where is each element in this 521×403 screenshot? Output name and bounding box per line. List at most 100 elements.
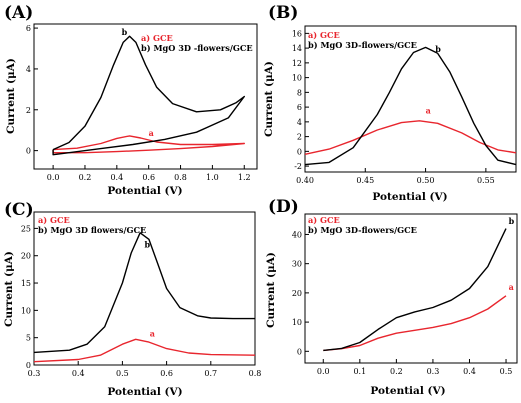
panel-d-ticks: 0.0 0.1 0.2 0.3 0.4 0.5 0 10 20 30 40 <box>292 230 513 376</box>
panel-b-y-tick-label: 4 <box>297 118 302 127</box>
panel-c-series-b-line <box>33 232 255 354</box>
panel-c-y-tick-label: 25 <box>21 224 31 233</box>
panel-a-x-tick-label: 0.2 <box>79 173 92 182</box>
panel-a-series-b-line <box>52 35 246 156</box>
panel-b-series-b-line <box>304 46 517 166</box>
panel-a-curves: ab <box>52 27 246 156</box>
panel-b-y-tick-label: 16 <box>292 29 302 38</box>
panel-b-legend-entry-a: a) GCE <box>308 30 340 40</box>
panel-a-x-tick-label: 0.6 <box>142 173 155 182</box>
panel-a-series-a-line <box>52 135 246 154</box>
panel-a-series-b-label: b <box>122 27 128 37</box>
panel-a-x-tick-label: 1.2 <box>238 173 251 182</box>
panel-b-x-axis-title: Potential (V) <box>372 191 447 203</box>
panel-a-y-tick-label: 2 <box>26 106 31 115</box>
panel-d-x-tick-label: 0.3 <box>427 367 440 376</box>
panel-b-y-tick-label: 8 <box>297 88 302 97</box>
panel-b-y-tick-label: 6 <box>297 103 302 112</box>
panel-c-x-tick-label: 0.3 <box>28 369 41 378</box>
panel-d-series-b-label: b <box>509 216 515 226</box>
panel-a-y-tick-label: 4 <box>26 65 31 74</box>
panel-c-y-axis-title: Current (μA) <box>3 251 15 327</box>
panel-b-x-tick-label: 0.50 <box>417 176 435 185</box>
panel-d-series-a-line <box>323 295 507 352</box>
panel-d-x-axis-title: Potential (V) <box>370 385 445 397</box>
panel-d-y-axis-title: Current (μA) <box>265 252 277 328</box>
panel-d-legend-entry-a: a) GCE <box>308 215 340 225</box>
panel-d-legend-entry-b: b) MgO 3D-flowers/GCE <box>308 225 417 235</box>
panel-a-y-tick-label: 6 <box>26 24 31 33</box>
panel-c-x-axis-title: Potential (V) <box>107 386 182 398</box>
panel-d-series-b-line <box>323 228 507 352</box>
panel-c-ticks: 0.3 0.4 0.5 0.6 0.7 0.8 0 5 10 15 20 25 <box>21 224 262 378</box>
panel-a-x-axis-title: Potential (V) <box>107 185 182 197</box>
panel-b-y-tick-label: 12 <box>292 59 302 68</box>
panel-a-legend-entry-b: b) MgO 3D -flowers/GCE <box>141 43 253 53</box>
panel-b-x-tick-label: 0.40 <box>296 176 314 185</box>
panel-d-y-tick-label: 0 <box>297 347 302 356</box>
panel-c-series-b-label: b <box>145 240 151 250</box>
panel-d-y-tick-label: 30 <box>292 260 302 269</box>
panel-b-y-axis-title: Current (μA) <box>263 61 275 137</box>
panel-c-y-tick-label: 15 <box>21 279 31 288</box>
panel-a-legend-entry-a: a) GCE <box>141 33 173 43</box>
panel-b-x-tick-label: 0.45 <box>356 176 374 185</box>
panel-c-x-tick-label: 0.7 <box>204 369 217 378</box>
panel-b-plot-frame <box>304 25 517 173</box>
panel-d-y-tick-label: 20 <box>292 289 302 298</box>
panel-d-x-tick-label: 0.5 <box>500 367 513 376</box>
panel-b-legend-entry-b: b) MgO 3D-flowers/GCE <box>308 40 417 50</box>
panel-c-x-tick-label: 0.8 <box>249 369 262 378</box>
panel-b-y-tick-label: 2 <box>297 133 302 142</box>
panel-b-series-a-line <box>304 120 517 155</box>
panel-d-series-a-label: a <box>509 282 514 292</box>
panel-c-y-tick-label: 0 <box>26 361 31 370</box>
panel-c-plot-frame <box>33 211 256 366</box>
panel-b-y-tick-label: 14 <box>292 44 302 53</box>
panel-b-letter: (B) <box>268 3 298 23</box>
panel-d-x-tick-label: 0.2 <box>390 367 403 376</box>
panel-a-y-tick-label: 0 <box>26 147 31 156</box>
panel-d-curves: ab <box>323 216 515 352</box>
panel-d-y-tick-label: 40 <box>292 230 302 239</box>
panel-c-legend-entry-a: a) GCE <box>38 215 70 225</box>
panel-b-y-tick-label: 0 <box>297 147 302 156</box>
panel-b-series-a-label: a <box>426 106 431 116</box>
panel-a-letter: (A) <box>4 3 33 23</box>
panel-a-x-tick-label: 1.0 <box>206 173 219 182</box>
panel-a-y-axis-title: Current (μA) <box>5 58 17 134</box>
panel-c-legend-entry-b: b) MgO 3D flowers/GCE <box>38 225 146 235</box>
panel-d-x-tick-label: 0.1 <box>353 367 366 376</box>
panel-b-y-tick-label: -2 <box>294 162 302 171</box>
panel-c-x-tick-label: 0.6 <box>160 369 173 378</box>
panel-a-series-a-label: a <box>149 128 154 138</box>
panel-c-x-tick-label: 0.4 <box>72 369 85 378</box>
panel-b-curves: ab <box>304 44 517 166</box>
panel-c-y-tick-label: 10 <box>21 306 31 315</box>
panel-c-y-tick-label: 20 <box>21 252 31 261</box>
panel-d-letter: (D) <box>268 197 299 217</box>
panel-a-plot-frame <box>33 23 258 170</box>
panel-b-x-tick-label: 0.55 <box>477 176 495 185</box>
panel-b-y-tick-label: 10 <box>292 74 302 83</box>
panel-c-y-tick-label: 5 <box>26 334 31 343</box>
panel-b-series-b-label: b <box>435 44 441 54</box>
panel-a-x-tick-label: 0.8 <box>174 173 187 182</box>
panel-a-x-tick-label: 0.0 <box>47 173 60 182</box>
panel-c-x-tick-label: 0.5 <box>116 369 129 378</box>
panel-b-ticks: 0.40 0.45 0.50 0.55 -2 0 2 4 6 8 10 12 14 16 <box>292 29 495 185</box>
panel-c-series-a-line <box>33 338 256 363</box>
panel-a-x-tick-label: 0.4 <box>110 173 123 182</box>
panel-d-x-tick-label: 0.0 <box>317 367 330 376</box>
panel-c-curves: ab <box>33 232 256 363</box>
panel-d-y-tick-label: 10 <box>292 318 302 327</box>
panel-d-plot-frame <box>304 213 518 364</box>
panel-d-x-tick-label: 0.4 <box>463 367 476 376</box>
panel-c-series-a-label: a <box>150 329 155 339</box>
panel-c-letter: (C) <box>4 200 34 220</box>
